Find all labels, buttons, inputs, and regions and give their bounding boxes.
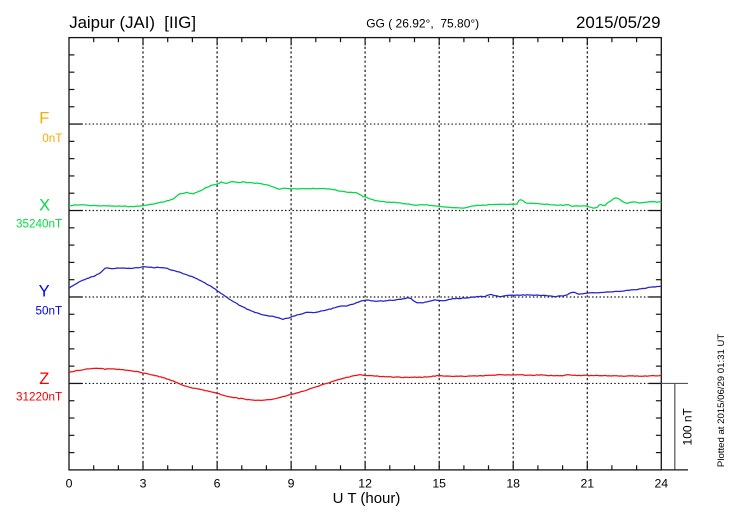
- svg-text:6: 6: [214, 477, 221, 491]
- svg-text:0nT: 0nT: [42, 132, 62, 145]
- svg-text:50nT: 50nT: [36, 305, 63, 318]
- svg-text:12: 12: [358, 477, 372, 491]
- svg-text:31220nT: 31220nT: [16, 391, 62, 404]
- svg-text:24: 24: [654, 477, 668, 491]
- svg-text:Jaipur (JAI) [IIG]: Jaipur (JAI) [IIG]: [69, 13, 196, 32]
- svg-text:3: 3: [140, 477, 147, 491]
- svg-text:F: F: [39, 110, 49, 128]
- svg-text:21: 21: [580, 477, 594, 491]
- svg-text:9: 9: [288, 477, 295, 491]
- svg-text:15: 15: [432, 477, 446, 491]
- svg-text:Z: Z: [39, 370, 49, 388]
- svg-text:100 nT: 100 nT: [681, 407, 695, 445]
- svg-text:GG ( 26.92°, 75.80°): GG ( 26.92°, 75.80°): [366, 17, 479, 31]
- svg-text:Y: Y: [39, 283, 50, 301]
- svg-text:Plotted at 2015/06/29 01:31 UT: Plotted at 2015/06/29 01:31 UT: [716, 334, 727, 467]
- svg-text:35240nT: 35240nT: [16, 218, 62, 231]
- svg-text:X: X: [39, 197, 50, 215]
- svg-text:0: 0: [66, 477, 73, 491]
- svg-text:2015/05/29: 2015/05/29: [576, 13, 661, 32]
- svg-text:U T (hour): U T (hour): [333, 490, 401, 507]
- svg-text:18: 18: [506, 477, 520, 491]
